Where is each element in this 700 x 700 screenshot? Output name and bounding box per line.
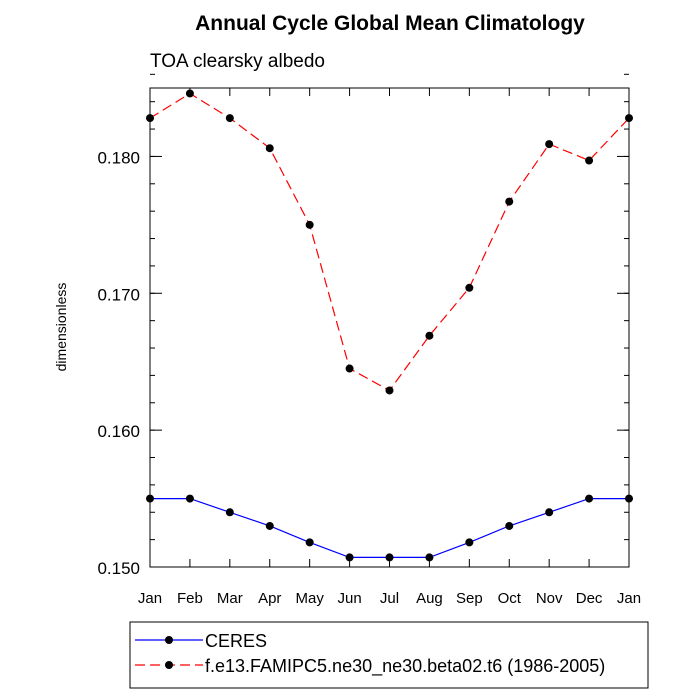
series-2-point bbox=[305, 220, 314, 229]
series-1-point bbox=[545, 508, 554, 517]
plot-frame bbox=[149, 87, 630, 568]
series-2-point bbox=[345, 364, 354, 373]
x-tick-label: Aug bbox=[416, 590, 443, 607]
series-1-point bbox=[385, 553, 394, 562]
series-2-point bbox=[505, 197, 514, 206]
x-tick-label: Oct bbox=[498, 590, 522, 607]
axis-ticks: Jan Feb Mar Apr May Jun Jul Aug Sep Oct Nov Dec Jan 0… bbox=[97, 73, 641, 607]
series-1-point bbox=[146, 494, 154, 503]
legend-label-1: CERES bbox=[205, 631, 267, 651]
x-tick-label: Apr bbox=[258, 590, 281, 607]
x-tick-label: Nov bbox=[536, 590, 563, 607]
series-line-1 bbox=[150, 498, 629, 559]
series-line-2 bbox=[149, 92, 630, 392]
x-tick-label: May bbox=[295, 590, 324, 607]
y-tick-label: 0.180 bbox=[97, 148, 140, 167]
x-tick-label: Jan bbox=[138, 590, 162, 607]
legend-label-2: f.e13.FAMIPC5.ne30_ne30.beta02.t6 (1986-… bbox=[205, 656, 605, 677]
series-2-point bbox=[585, 156, 594, 165]
chart-subtitle: TOA clearsky albedo bbox=[150, 51, 325, 72]
series-1-point bbox=[305, 538, 314, 547]
legend-marker-2 bbox=[165, 661, 173, 669]
series-2-point bbox=[425, 331, 434, 340]
series-layer bbox=[146, 89, 633, 562]
series-1-point bbox=[505, 521, 514, 530]
series-1-point bbox=[345, 553, 354, 562]
series-1-point bbox=[625, 494, 633, 503]
x-tick-label: Dec bbox=[576, 590, 603, 607]
y-tick-label: 0.170 bbox=[97, 285, 140, 304]
y-tick-label: 0.150 bbox=[97, 559, 140, 578]
x-tick-label: Jul bbox=[380, 590, 399, 607]
y-tick-label: 0.160 bbox=[97, 422, 140, 441]
series-2-point bbox=[545, 140, 554, 149]
legend: CERES f.e13.FAMIPC5.ne30_ne30.beta02.t6 (… bbox=[129, 621, 649, 689]
x-tick-label: Jan bbox=[617, 590, 641, 607]
series-2-point bbox=[265, 144, 274, 153]
series-2-point bbox=[146, 114, 154, 123]
chart-title: Annual Cycle Global Mean Climatology bbox=[195, 12, 585, 35]
y-axis-label: dimensionless bbox=[53, 283, 69, 372]
x-tick-label: Mar bbox=[217, 590, 243, 607]
series-1-point bbox=[185, 494, 194, 503]
series-1-point bbox=[425, 553, 434, 562]
series-2-point bbox=[465, 283, 474, 292]
x-tick-label: Feb bbox=[177, 590, 203, 607]
series-1-point bbox=[465, 538, 474, 547]
series-1-point bbox=[225, 508, 234, 517]
series-2-point bbox=[625, 114, 633, 123]
legend-box bbox=[129, 621, 649, 689]
series-2-point bbox=[385, 386, 394, 395]
x-tick-label: Jun bbox=[337, 590, 361, 607]
x-tick-label: Sep bbox=[456, 590, 483, 607]
series-2-point bbox=[185, 89, 194, 98]
series-2-point bbox=[225, 114, 234, 123]
series-1-point bbox=[265, 521, 274, 530]
series-1-point bbox=[585, 494, 594, 503]
legend-marker-1 bbox=[165, 636, 173, 644]
